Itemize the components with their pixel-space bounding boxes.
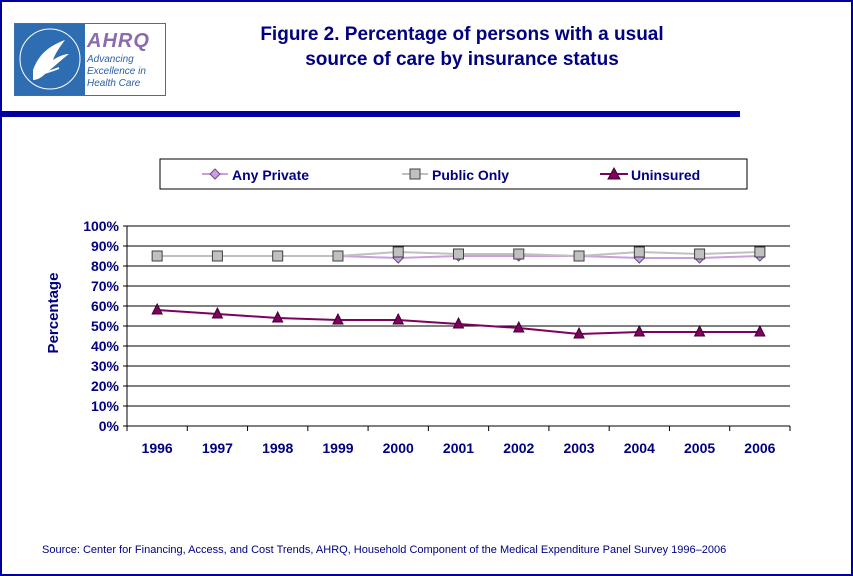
legend-label-uninsured: Uninsured <box>631 167 700 183</box>
x-tick-label: 2000 <box>383 440 414 456</box>
data-point-uninsured <box>452 316 465 329</box>
x-tick-label: 2004 <box>624 440 655 456</box>
legend-label-any-private: Any Private <box>232 167 309 183</box>
data-point-public-only <box>513 248 525 260</box>
logo-brand: AHRQ <box>87 30 150 52</box>
legend: Any Private Public Only Uninsured <box>159 158 748 190</box>
logo-tagline-3: Health Care <box>87 78 141 89</box>
axes: 0% 10% 20% 30% 40% 50% 60% 70% 80% 90% 100% 1996 199… <box>83 218 791 456</box>
y-tick-label: 80% <box>91 258 120 274</box>
figure-title: Figure 2. Percentage of persons with a u… <box>192 22 732 72</box>
data-point-public-only <box>211 250 223 262</box>
series <box>151 246 766 339</box>
data-point-public-only <box>151 250 163 262</box>
x-tick-label: 1996 <box>142 440 173 456</box>
y-tick-label: 40% <box>91 338 120 354</box>
header-rule <box>2 111 740 117</box>
legend-marker-uninsured <box>607 166 621 180</box>
x-tick-label: 2003 <box>563 440 594 456</box>
legend-marker-public-only <box>409 168 421 180</box>
y-tick-label: 50% <box>91 318 120 334</box>
x-tick-label: 2001 <box>443 440 474 456</box>
data-point-public-only <box>633 246 645 258</box>
y-tick-label: 70% <box>91 278 120 294</box>
data-point-public-only <box>392 246 404 258</box>
data-point-uninsured <box>151 302 163 315</box>
legend-label-public-only: Public Only <box>432 167 509 183</box>
figure-title-line1: Figure 2. Percentage of persons with a u… <box>260 24 664 45</box>
legend-marker-any-private <box>209 168 221 180</box>
x-tick-label: 1999 <box>322 440 353 456</box>
data-point-uninsured <box>512 320 525 333</box>
y-tick-label: 0% <box>99 418 120 434</box>
figure-title-line2: source of care by insurance status <box>305 49 619 70</box>
y-tick-label: 60% <box>91 298 120 314</box>
y-tick-label: 30% <box>91 358 120 374</box>
data-point-uninsured <box>573 326 585 339</box>
y-axis-label: Percentage <box>45 273 62 354</box>
data-point-uninsured <box>271 310 284 323</box>
source-note: Source: Center for Financing, Access, an… <box>42 544 727 556</box>
data-point-public-only <box>573 250 585 262</box>
y-tick-label: 10% <box>91 398 120 414</box>
x-tick-label: 2006 <box>744 440 775 456</box>
hhs-eagle-icon <box>19 28 81 90</box>
x-tick-label: 1997 <box>202 440 233 456</box>
data-point-public-only <box>694 248 706 260</box>
y-tick-label: 20% <box>91 378 120 394</box>
data-point-uninsured <box>392 312 405 325</box>
x-tick-label: 2005 <box>684 440 715 456</box>
data-point-public-only <box>272 250 284 262</box>
data-point-uninsured <box>633 324 646 337</box>
x-tick-label: 1998 <box>262 440 293 456</box>
legend-box <box>159 158 748 190</box>
data-point-public-only <box>453 248 464 260</box>
y-tick-label: 100% <box>83 218 119 234</box>
ahrq-logo: AHRQ Advancing Excellence in Health Care <box>14 23 166 96</box>
data-point-public-only <box>332 250 344 262</box>
y-tick-label: 90% <box>91 238 120 254</box>
x-tick-label: 2002 <box>503 440 534 456</box>
data-point-uninsured <box>693 324 706 337</box>
logo-tagline-1: Advancing <box>87 54 134 65</box>
logo-tagline-2: Excellence in <box>87 66 146 77</box>
data-point-uninsured <box>754 324 766 337</box>
hhs-seal <box>15 24 85 95</box>
data-point-uninsured <box>332 312 344 325</box>
data-point-uninsured <box>211 306 224 319</box>
data-point-public-only <box>754 246 766 258</box>
